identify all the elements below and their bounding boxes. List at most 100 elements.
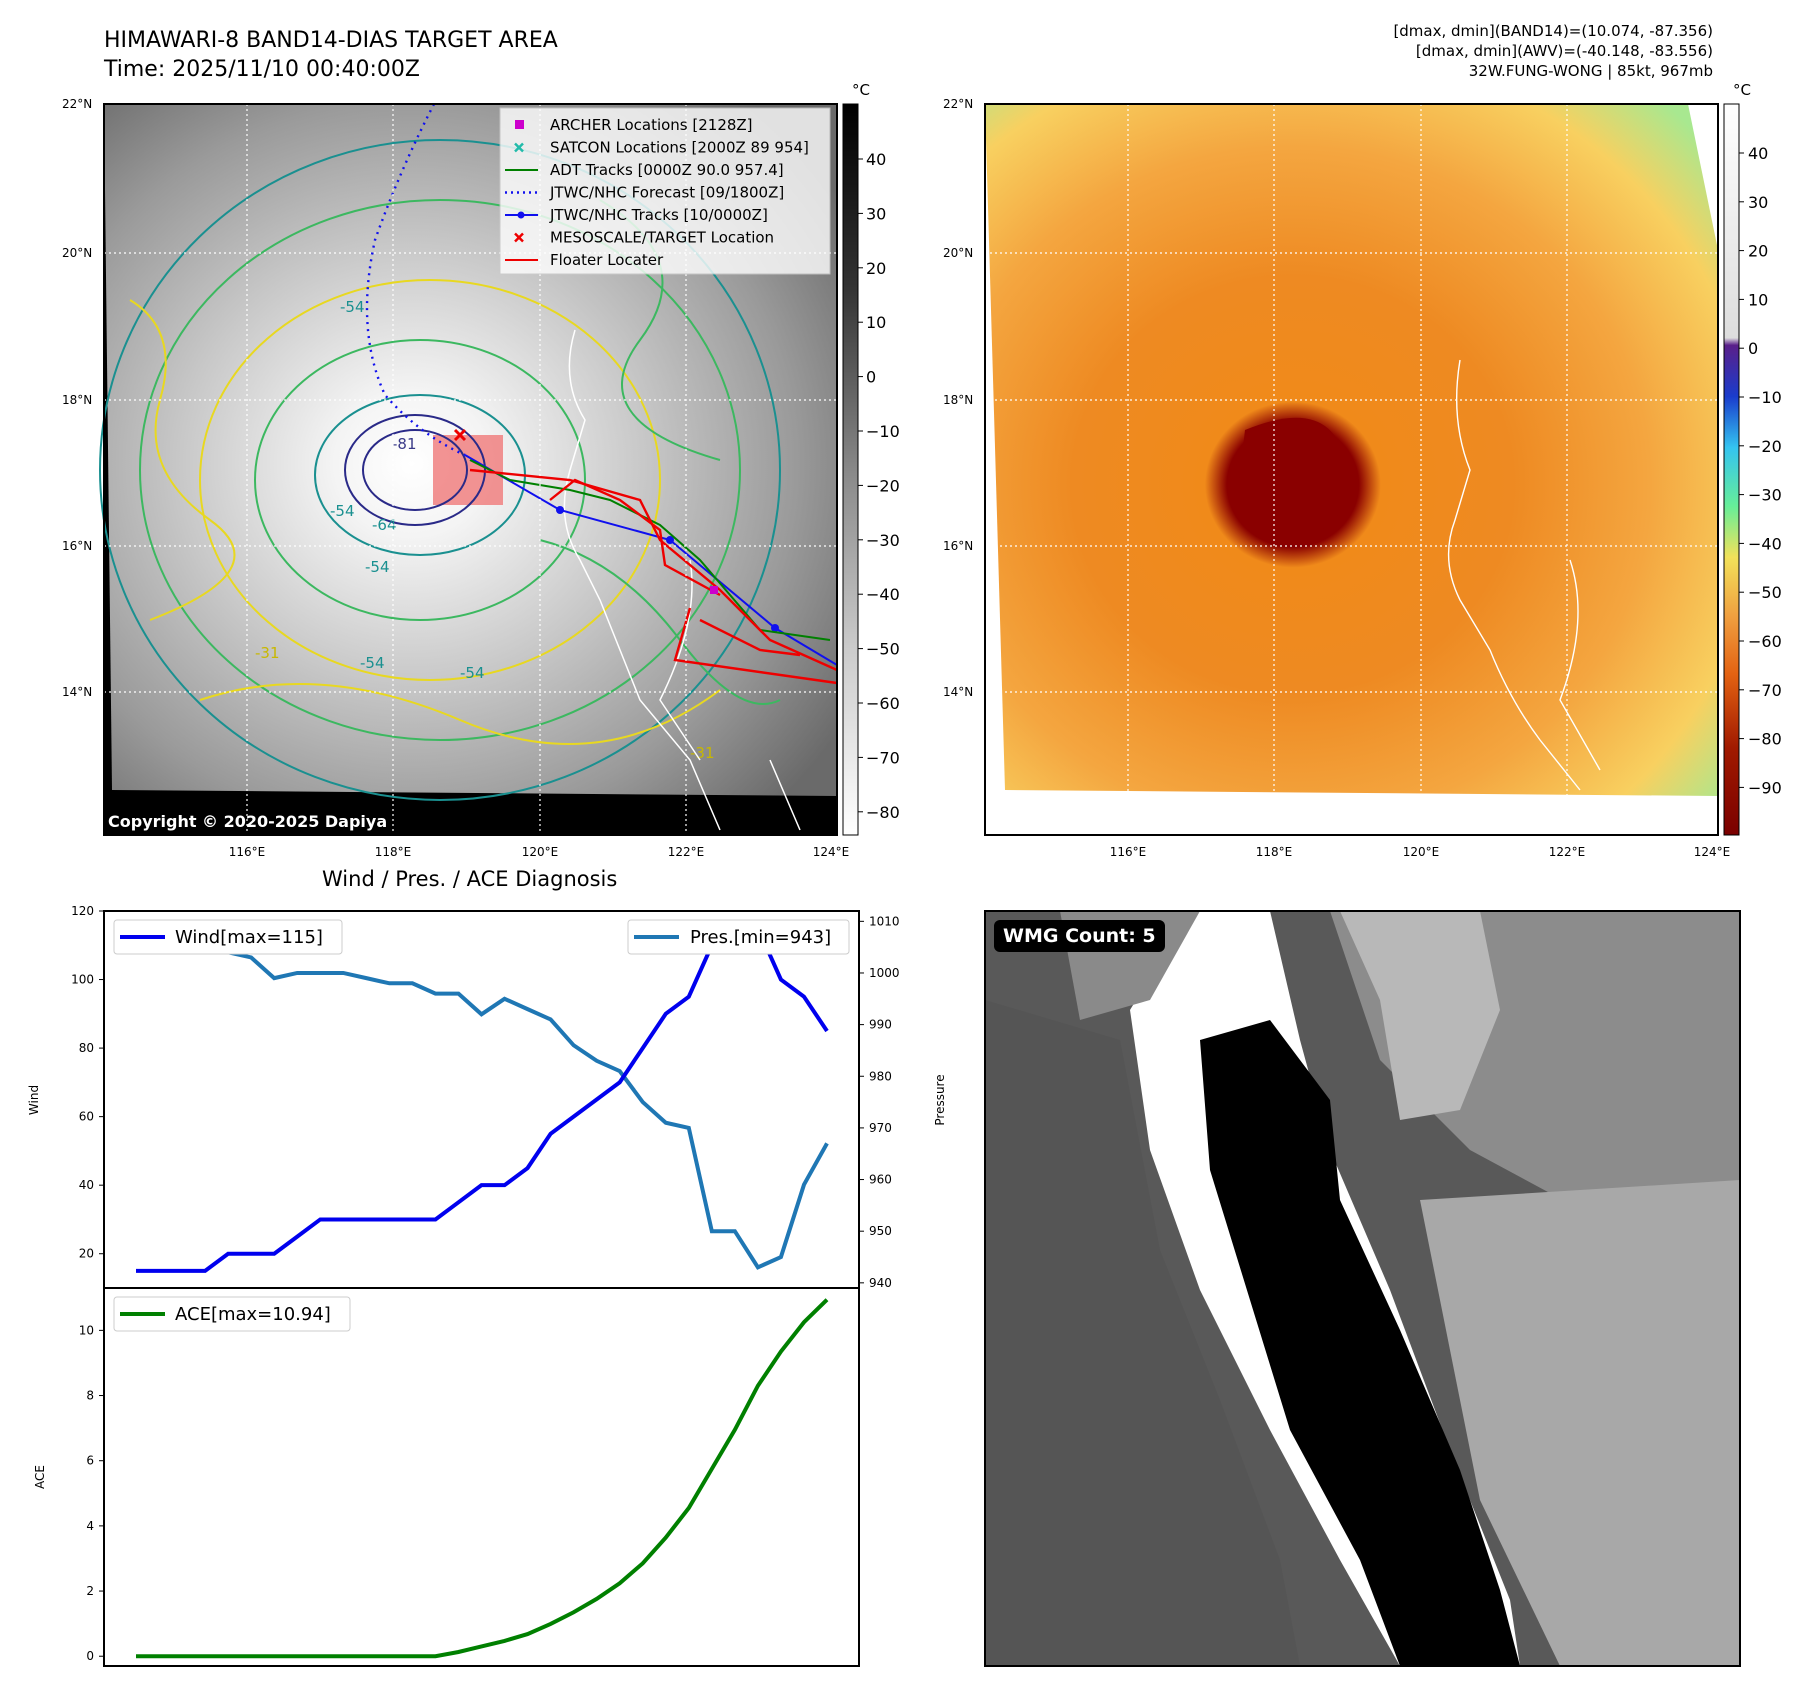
colorbar-tick-label: −70 xyxy=(1748,681,1782,700)
wind-y-tick-label: 40 xyxy=(79,1178,94,1192)
ace-plot-area xyxy=(103,1287,860,1667)
pressure-y-tick-label: 950 xyxy=(869,1224,892,1238)
legend-item: JTWC/NHC Tracks [10/0000Z] xyxy=(505,206,768,224)
lat-label: 18°N xyxy=(943,393,973,407)
ace-y-tick-label: 0 xyxy=(86,1649,94,1663)
colorbar-tick-label: 30 xyxy=(1748,193,1768,212)
legend-item: ARCHER Locations [2128Z] xyxy=(515,116,753,134)
lon-label: 124°E xyxy=(1694,845,1731,859)
lon-label: 122°E xyxy=(1549,845,1586,859)
colorbar-tick-label: −60 xyxy=(1748,632,1782,651)
lat-label: 20°N xyxy=(62,246,92,260)
legend-item: MESOSCALE/TARGET Location xyxy=(514,229,774,247)
stats-storm: 32W.FUNG-WONG | 85kt, 967mb xyxy=(1468,62,1713,80)
colorbar-tick-label: −50 xyxy=(1748,583,1782,602)
enhanced-colorbar: °C 40 30 20 10 0 −10 −20 −30 −40 −50 −60 −70 −80 −90 xyxy=(1723,81,1782,836)
colorbar-unit: °C xyxy=(1733,81,1751,99)
colorbar-unit: °C xyxy=(852,81,870,99)
lon-label: 120°E xyxy=(522,845,559,859)
colorbar-tick-label: 0 xyxy=(866,368,876,387)
enhanced-cloud-field xyxy=(985,104,1718,796)
colorbar-tick-label: −30 xyxy=(866,531,900,550)
wind-y-tick-label: 80 xyxy=(79,1041,94,1055)
contour-label: -31 xyxy=(255,644,280,662)
wmg-black-band xyxy=(1200,1020,1520,1666)
legend-label: Floater Locater xyxy=(550,251,664,269)
map-border xyxy=(103,103,838,836)
pressure-y-tick-label: 940 xyxy=(869,1276,892,1290)
contour-label: -54 xyxy=(340,298,365,316)
colorbar-tick-label: −10 xyxy=(866,422,900,441)
lon-label: 122°E xyxy=(668,845,705,859)
lon-label: 116°E xyxy=(1110,845,1147,859)
lat-label: 14°N xyxy=(62,685,92,699)
contour-labels: -81 -64 -54 -54 -54 -31 -31 -54 -54 xyxy=(255,298,715,762)
wind-y-tick-label: 120 xyxy=(71,904,94,918)
contour-label: -31 xyxy=(690,744,715,762)
stats-awv: [dmax, dmin](AWV)=(-40.148, -83.556) xyxy=(1415,42,1713,60)
archer-marker xyxy=(710,586,718,594)
diagnosis-charts: Wind Pressure ACE 2040608010012094095096… xyxy=(27,904,947,1667)
wmg-light-region xyxy=(1340,911,1500,1120)
figure-title: HIMAWARI-8 BAND14-DIAS TARGET AREA xyxy=(104,28,558,53)
colorbar-tick-label: −20 xyxy=(866,476,900,495)
enhanced-map-panel: 22°N 20°N 18°N 16°N 14°N 116°E 118°E 120… xyxy=(943,81,1782,859)
mesoscale-marker-x xyxy=(453,428,467,442)
wind-legend: Wind[max=115] xyxy=(113,919,343,955)
map-left-axis-labels: 22°N 20°N 18°N 16°N 14°N 116°E 118°E 120… xyxy=(62,97,849,859)
colorbar-tick-label: −40 xyxy=(866,585,900,604)
pressure-y-tick-label: 980 xyxy=(869,1069,892,1083)
lat-label: 16°N xyxy=(943,539,973,553)
legend-label: ADT Tracks [0000Z 90.0 957.4] xyxy=(550,161,784,179)
wmg-gray-region xyxy=(1420,1180,1740,1666)
pressure-y-tick-label: 1010 xyxy=(869,914,900,928)
wmg-panel xyxy=(984,910,1741,1667)
map-legend: ARCHER Locations [2128Z] SATCON Locations… xyxy=(499,107,831,275)
pressure-y-tick-label: 960 xyxy=(869,1173,892,1187)
colorbar-tick-label: 10 xyxy=(1748,290,1768,309)
ace-y-tick-label: 4 xyxy=(86,1519,94,1533)
figure-time: Time: 2025/11/10 00:40:00Z xyxy=(104,57,420,82)
legend-item: SATCON Locations [2000Z 89 954] xyxy=(514,139,809,157)
wind-y-tick-label: 60 xyxy=(79,1110,94,1124)
legend-label: ARCHER Locations [2128Z] xyxy=(550,116,753,134)
legend-label: JTWC/NHC Forecast [09/1800Z] xyxy=(549,184,784,202)
ace-legend-label: ACE[max=10.94] xyxy=(175,1304,331,1325)
ace-y-tick-label: 8 xyxy=(86,1389,94,1403)
pressure-legend: Pres.[min=943] xyxy=(627,919,850,955)
coastlines-right xyxy=(1447,359,1601,791)
pressure-legend-label: Pres.[min=943] xyxy=(690,927,831,948)
stats-band14: [dmax, dmin](BAND14)=(10.074, -87.356) xyxy=(1393,22,1713,40)
pressure-axis-label: Pressure xyxy=(933,1074,947,1125)
colorbar-tick-label: 10 xyxy=(866,313,886,332)
colorbar-tick-label: −90 xyxy=(1748,778,1782,797)
colorbar-tick-label: 40 xyxy=(866,150,886,169)
legend-item: JTWC/NHC Forecast [09/1800Z] xyxy=(505,184,784,202)
lon-label: 124°E xyxy=(813,845,850,859)
wmg-dark-region xyxy=(985,1000,1300,1666)
lat-label: 14°N xyxy=(943,685,973,699)
legend-label: JTWC/NHC Tracks [10/0000Z] xyxy=(549,206,768,224)
map-right-axis-labels: 22°N 20°N 18°N 16°N 14°N 116°E 118°E 120… xyxy=(943,97,1730,859)
wind-pressure-plot-area xyxy=(103,910,860,1289)
copyright: Copyright © 2020-2025 Dapiya xyxy=(108,812,388,831)
lat-label: 22°N xyxy=(62,97,92,111)
map-gridlines-right xyxy=(985,104,1718,835)
lat-label: 22°N xyxy=(943,97,973,111)
colorbar-tick-label: 40 xyxy=(1748,144,1768,163)
jtwc-track xyxy=(464,454,838,666)
forecast-track xyxy=(365,103,466,457)
legend-label: SATCON Locations [2000Z 89 954] xyxy=(550,139,809,157)
pressure-y-tick-label: 990 xyxy=(869,1018,892,1032)
ir-map-panel: -81 -64 -54 -54 -54 -31 -31 -54 -54 xyxy=(62,81,900,859)
colorbar-tick-label: −20 xyxy=(1748,437,1782,456)
colorbar-tick-label: −80 xyxy=(1748,730,1782,749)
contour-label: -54 xyxy=(330,502,355,520)
lon-label: 118°E xyxy=(375,845,412,859)
ace-y-tick-label: 2 xyxy=(86,1584,94,1598)
lon-label: 116°E xyxy=(229,845,266,859)
colorbar-tick-label: −80 xyxy=(866,803,900,822)
colorbar-tick-label: −10 xyxy=(1748,388,1782,407)
pressure-y-tick-label: 970 xyxy=(869,1121,892,1135)
